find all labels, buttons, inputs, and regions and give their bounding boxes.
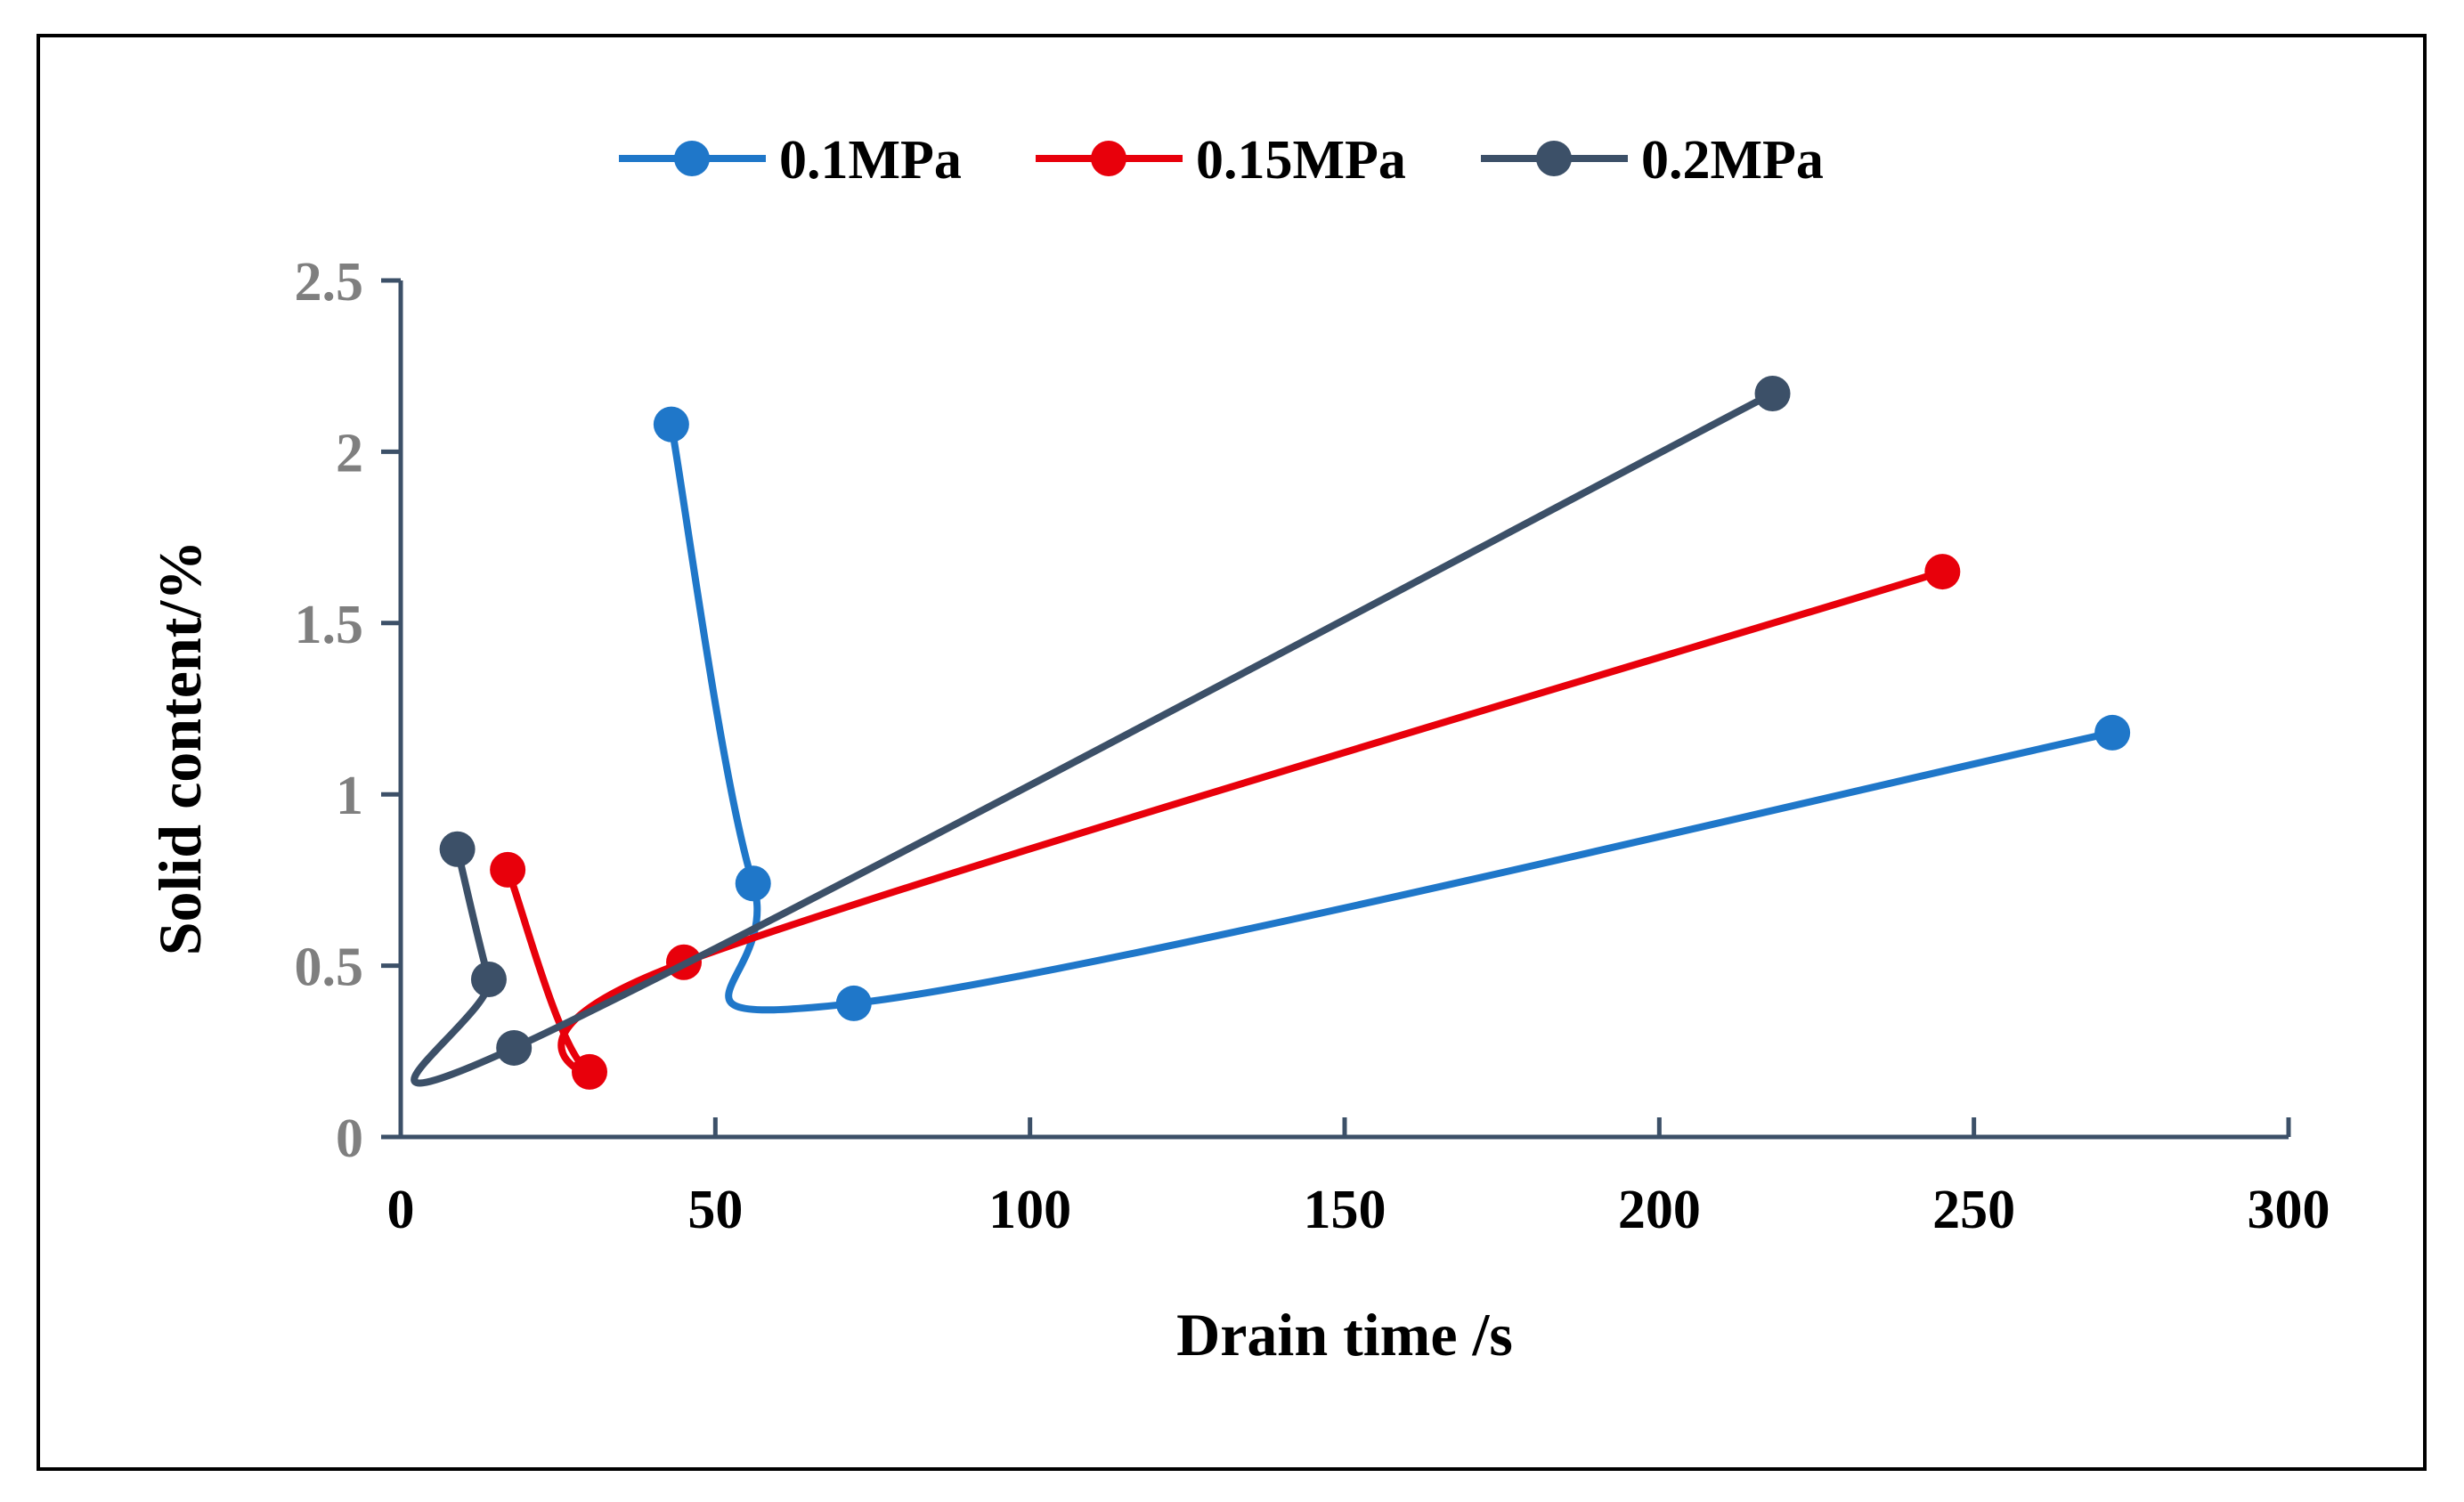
legend-item: 0.2MPa <box>1481 130 1824 191</box>
y-tick-label: 2 <box>336 423 363 483</box>
data-point <box>1754 375 1791 411</box>
legend-marker <box>674 141 710 176</box>
legend-marker <box>1536 141 1572 176</box>
x-axis-title: Drain time /s <box>1176 1301 1513 1368</box>
legend-label: 0.2MPa <box>1641 130 1824 191</box>
y-tick-label: 0.5 <box>295 938 364 998</box>
series-0 <box>653 406 2131 1021</box>
x-tick-label: 100 <box>988 1180 1071 1240</box>
x-tick-label: 150 <box>1304 1180 1387 1240</box>
legend-marker <box>1091 141 1126 176</box>
legend-item: 0.1MPa <box>619 130 962 191</box>
data-point <box>653 406 689 442</box>
y-axis-title: Solid content/% <box>146 540 214 956</box>
data-point <box>2094 714 2131 751</box>
x-tick-label: 200 <box>1618 1180 1701 1240</box>
chart-border <box>37 34 2427 1471</box>
legend-item: 0.15MPa <box>1036 130 1406 191</box>
data-point <box>835 985 872 1021</box>
axes: 0 0.5 1 1.5 2 2.5 0 50 100 150 200 250 300 <box>295 252 2330 1240</box>
y-tick-label: 1 <box>336 766 363 826</box>
x-tick-label: 250 <box>1932 1180 2015 1240</box>
series-group <box>411 375 2131 1090</box>
legend-label: 0.1MPa <box>779 130 962 191</box>
y-tick-label: 1.5 <box>295 595 364 655</box>
x-tick-label: 0 <box>387 1180 415 1240</box>
x-tick-label: 50 <box>687 1180 743 1240</box>
data-point <box>572 1053 607 1090</box>
y-tick-label: 2.5 <box>295 252 364 313</box>
y-ticks: 0 0.5 1 1.5 2 2.5 <box>295 252 401 1169</box>
series-line <box>667 420 2117 1014</box>
x-tick-label: 300 <box>2248 1180 2330 1240</box>
legend: 0.1MPa 0.15MPa 0.2MPa <box>619 130 1824 191</box>
data-point <box>490 851 526 888</box>
data-point <box>735 865 771 902</box>
x-ticks: 0 50 100 150 200 250 300 <box>387 1117 2330 1240</box>
data-point <box>1924 554 1961 590</box>
series-2 <box>411 375 1791 1087</box>
y-tick-label: 0 <box>336 1108 363 1169</box>
legend-label: 0.15MPa <box>1196 130 1406 191</box>
data-point <box>496 1029 533 1066</box>
data-point <box>470 961 507 997</box>
data-point <box>439 831 476 867</box>
